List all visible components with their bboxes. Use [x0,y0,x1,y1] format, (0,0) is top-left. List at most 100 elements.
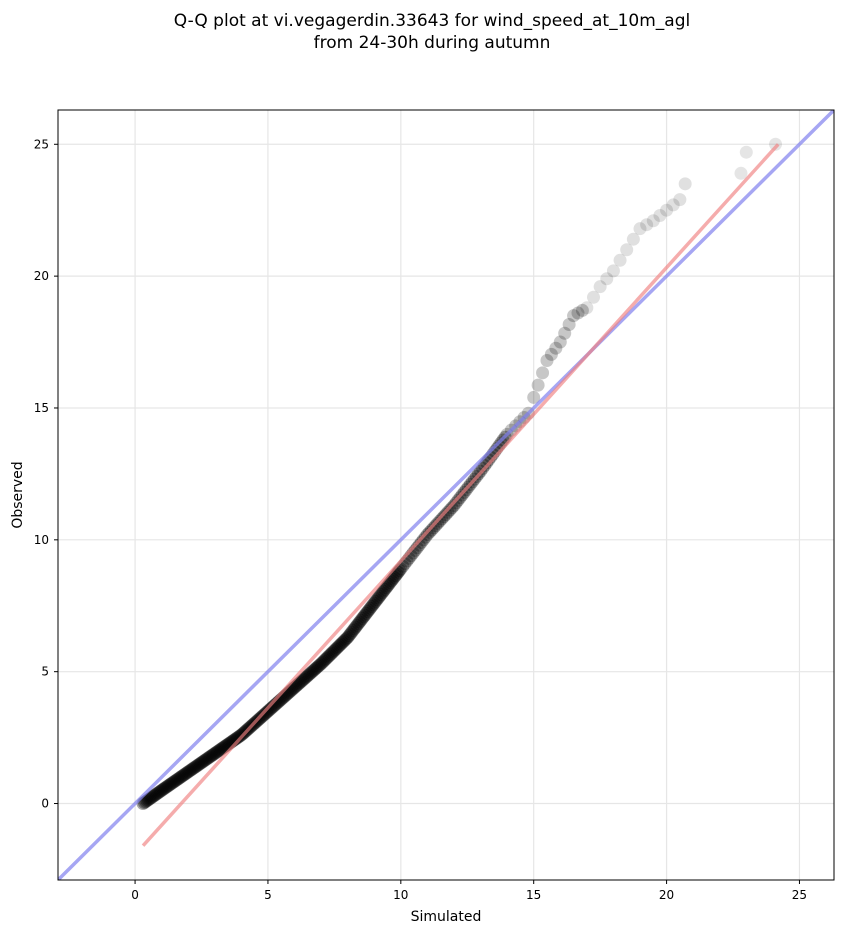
quantile-point [317,654,331,668]
quantile-point [370,593,384,607]
quantile-point [379,581,393,595]
identity-line [58,110,834,880]
quantile-point [342,629,356,643]
quantile-point [297,672,311,686]
quantile-point [613,253,627,267]
quantile-point [375,586,389,600]
quantile-point [157,781,171,795]
quantile-point [418,530,432,544]
quantile-point [262,703,276,717]
quantile-point [204,749,218,763]
quantile-point [299,670,313,684]
quantile-point [531,378,545,392]
quantile-point [175,769,189,783]
y-tick-label: 25 [34,137,49,151]
quantile-point [359,606,373,620]
quantile-point [571,306,585,320]
quantile-point [181,765,195,779]
quantile-point [165,776,179,790]
quantile-point [153,784,167,798]
quantile-point [337,634,351,648]
quantile-point [144,791,158,805]
quantile-point [350,618,364,632]
quantile-point [620,243,634,257]
quantile-point [306,664,320,678]
quantile-point [151,786,165,800]
quantile-point [540,354,554,368]
quantile-point [149,787,163,801]
fit-line [141,143,780,847]
quantile-point [327,644,341,658]
quantile-point [180,766,194,780]
quantile-point [435,512,449,526]
quantile-point [447,499,461,513]
quantile-point [319,651,333,665]
quantile-point [335,636,349,650]
quantile-point [184,763,198,777]
quantile-point [321,650,335,664]
quantile-point [373,589,387,603]
quantile-point [198,753,212,767]
quantile-point [314,657,328,671]
quantile-point [445,501,459,515]
quantile-point [155,783,169,797]
x-tick-label: 20 [659,888,674,902]
quantile-point [173,770,187,784]
quantile-point [640,218,654,232]
quantile-point [562,317,576,331]
y-axis-label: Observed [10,461,26,528]
quantile-point [160,780,174,794]
quantile-point [301,669,315,683]
quantile-point [261,704,275,718]
quantile-point [329,642,343,656]
quantile-point [338,633,352,647]
quantile-point [326,645,340,659]
y-tick-label: 15 [34,401,49,415]
quantile-point [214,742,228,756]
quantile-point [331,640,345,654]
axes-frame [57,109,835,881]
quantile-point [302,667,316,681]
quantile-point [558,326,572,340]
quantile-point [527,390,541,404]
quantile-point [147,789,161,803]
quantile-point [416,533,430,547]
quantile-point [381,579,395,593]
quantile-point [433,514,447,528]
quantile-point [295,673,309,687]
quantile-point [191,758,205,772]
y-tick-label: 0 [41,797,49,811]
quantile-point [544,347,558,361]
quantile-point [349,620,363,634]
quantile-point [382,577,396,591]
quantile-point [172,771,186,785]
quantile-point [169,773,183,787]
quantile-point [383,576,397,590]
quantile-point [311,659,325,673]
quantile-point [666,198,680,212]
quantile-point [193,757,207,771]
quantile-point [202,750,216,764]
quantile-point [575,303,589,317]
quantile-point [653,208,667,222]
quantile-point [323,648,337,662]
quantile-point [187,761,201,775]
quantile-point [161,779,175,793]
quantile-point [443,503,457,517]
quantile-point [310,660,324,674]
quantile-point [159,781,173,795]
quantile-point [580,301,594,315]
quantile-point [439,507,453,521]
quantile-point [553,335,567,349]
quantile-point [230,731,244,745]
quantile-point [148,788,162,802]
quantile-point [429,519,443,533]
quantile-point [600,272,614,286]
quantile-point [549,341,563,355]
quantile-point [264,702,278,716]
quantile-point [633,222,647,236]
quantile-point [156,782,170,796]
quantile-point [290,678,304,692]
quantile-point [293,676,307,690]
quantile-point [188,760,202,774]
